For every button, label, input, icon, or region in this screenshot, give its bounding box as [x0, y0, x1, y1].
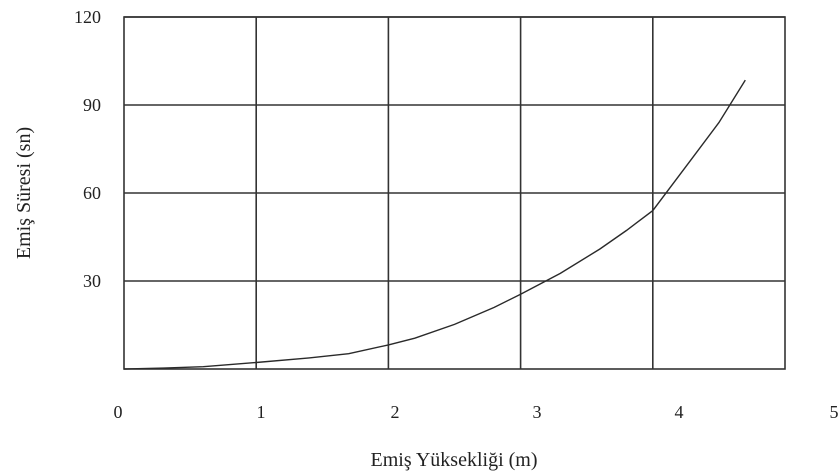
y-tick-label: 30: [83, 271, 101, 291]
y-tick-label: 90: [83, 95, 101, 115]
x-tick-label: 5: [830, 402, 839, 422]
y-tick-labels: 30 60 90 120: [74, 7, 101, 291]
x-tick-label: 1: [257, 402, 266, 422]
y-axis-title: Emiş Süresi (sn): [13, 127, 35, 259]
x-tick-label: 2: [391, 402, 400, 422]
plot-frame: [123, 16, 786, 370]
series-line: [123, 79, 746, 370]
y-tick-label: 60: [83, 183, 101, 203]
x-tick-label: 3: [533, 402, 542, 422]
y-tick-label: 120: [74, 7, 101, 27]
grid-lines: [124, 16, 785, 369]
x-axis-title: Emiş Yüksekliği (m): [370, 449, 537, 471]
series-layer: [123, 79, 746, 370]
x-tick-labels: 0 1 2 3 4 5: [114, 402, 839, 422]
x-tick-label: 0: [114, 402, 123, 422]
x-tick-label: 4: [675, 402, 684, 422]
